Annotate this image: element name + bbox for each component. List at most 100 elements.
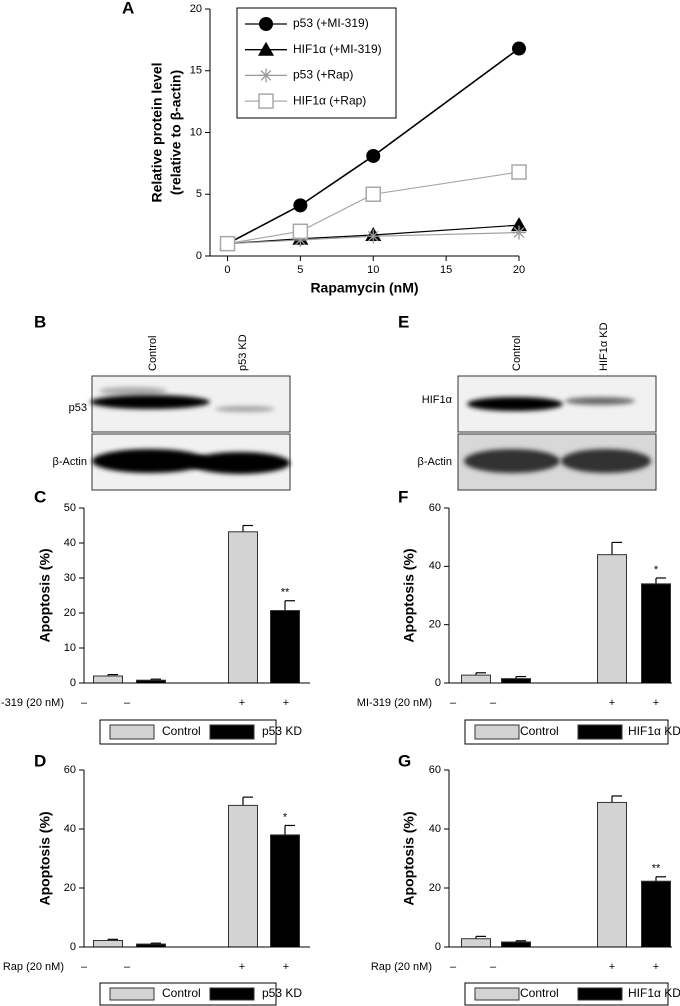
category-label: + <box>283 961 289 973</box>
y-tick-label: 60 <box>64 764 76 776</box>
marker-stroke <box>513 227 525 238</box>
legend-text: Control <box>520 986 559 1000</box>
band <box>561 449 651 473</box>
y-tick-label: 15 <box>190 65 202 77</box>
y-tick-label: 60 <box>429 502 441 514</box>
treatment-label: MI-319 (20 nM) <box>0 697 64 709</box>
category-label: + <box>653 697 659 709</box>
panel-letter: F <box>398 487 408 506</box>
legend-text: p53 (+MI-319) <box>293 16 369 30</box>
significance: ** <box>281 587 290 599</box>
x-tick-label: 20 <box>513 264 525 276</box>
marker <box>259 17 273 31</box>
y-tick-label: 20 <box>64 607 76 619</box>
legend-swatch <box>209 987 255 1001</box>
bar <box>597 554 627 684</box>
marker <box>219 235 236 252</box>
significance: * <box>283 811 288 823</box>
significance: ** <box>652 863 661 875</box>
band <box>92 449 208 473</box>
treatment-label: Rap (20 nM) <box>371 961 432 973</box>
band <box>190 452 290 474</box>
category-label: – <box>124 961 131 973</box>
y-tick-label: 10 <box>64 642 76 654</box>
blot-b: B Control p53 KD p53 β-Actin <box>34 312 291 491</box>
band <box>215 406 275 412</box>
legend-text: HIF1α (+MI-319) <box>293 42 382 56</box>
series-line <box>227 224 520 245</box>
series-line <box>227 47 520 245</box>
y-tick-label: 10 <box>190 126 202 138</box>
bar <box>461 938 491 948</box>
bar <box>270 834 300 948</box>
marker <box>365 186 381 202</box>
legend-swatch <box>109 987 155 1001</box>
y-axis-title: Relative protein level <box>149 62 165 202</box>
category-label: + <box>609 961 615 973</box>
y-tick-label: 40 <box>429 823 441 835</box>
marker <box>293 198 308 213</box>
y-tick-label: 20 <box>429 619 441 631</box>
series-line <box>227 231 520 245</box>
category-label: – <box>490 697 497 709</box>
blot-e: E Control HIF1α KD HIF1α β-Actin <box>398 312 657 491</box>
y-tick-label: 5 <box>196 188 202 200</box>
row-label: β-Actin <box>53 456 87 468</box>
legend-swatch <box>474 724 520 740</box>
legend-swatch <box>209 724 255 740</box>
y-tick-label: 40 <box>429 560 441 572</box>
y-tick-label: 20 <box>64 882 76 894</box>
y-tick-label: 0 <box>435 941 441 953</box>
lane-label: Control <box>147 336 159 371</box>
panel-letter: G <box>398 751 411 770</box>
marker <box>258 93 274 109</box>
marker <box>366 229 381 244</box>
panel-letter: D <box>34 751 46 770</box>
marker <box>511 164 527 180</box>
y-tick-label: 40 <box>64 537 76 549</box>
lane-label: p53 KD <box>237 334 249 371</box>
row-label: p53 <box>69 402 87 414</box>
y-tick-label: 0 <box>435 677 441 689</box>
series-line <box>227 171 520 245</box>
y-tick-label: 0 <box>196 250 202 262</box>
category-label: + <box>239 961 245 973</box>
legend-text: HIF1α (+Rap) <box>293 93 366 107</box>
marker <box>512 41 526 56</box>
y-axis-title: Apoptosis (%) <box>37 548 53 642</box>
y-axis-title: Apoptosis (%) <box>401 548 417 642</box>
legend-text: p53 (+Rap) <box>293 68 353 82</box>
y-axis-title: Apoptosis (%) <box>401 811 417 905</box>
legend-text: p53 KD <box>262 986 302 1000</box>
x-tick-label: 10 <box>367 264 379 276</box>
bar <box>641 880 671 948</box>
y-axis-title: Apoptosis (%) <box>37 811 53 905</box>
legend-swatch <box>109 724 155 740</box>
category-label: + <box>283 697 289 709</box>
category-label: – <box>124 697 131 709</box>
band <box>467 397 563 411</box>
bar <box>93 675 123 684</box>
band <box>464 449 560 473</box>
panel-letter: C <box>34 487 46 506</box>
y-tick-label: 20 <box>190 3 202 15</box>
y-axis-title: (relative to β-actin) <box>168 70 184 195</box>
bar <box>501 678 531 684</box>
category-label: – <box>81 961 88 973</box>
lane-label: Control <box>511 336 523 371</box>
panel-letter: E <box>398 312 409 331</box>
legend-text: HIF1α KD <box>628 986 680 1000</box>
legend-text: HIF1α KD <box>628 724 680 738</box>
bar <box>228 804 258 948</box>
y-tick-label: 0 <box>70 941 76 953</box>
category-label: + <box>653 961 659 973</box>
x-axis-title: Rapamycin (nM) <box>310 280 418 296</box>
marker <box>259 68 273 83</box>
y-tick-label: 60 <box>429 764 441 776</box>
marker <box>258 41 274 56</box>
marker-stroke <box>367 230 379 242</box>
legend-text: p53 KD <box>262 724 302 738</box>
panel-letter: B <box>34 312 46 331</box>
